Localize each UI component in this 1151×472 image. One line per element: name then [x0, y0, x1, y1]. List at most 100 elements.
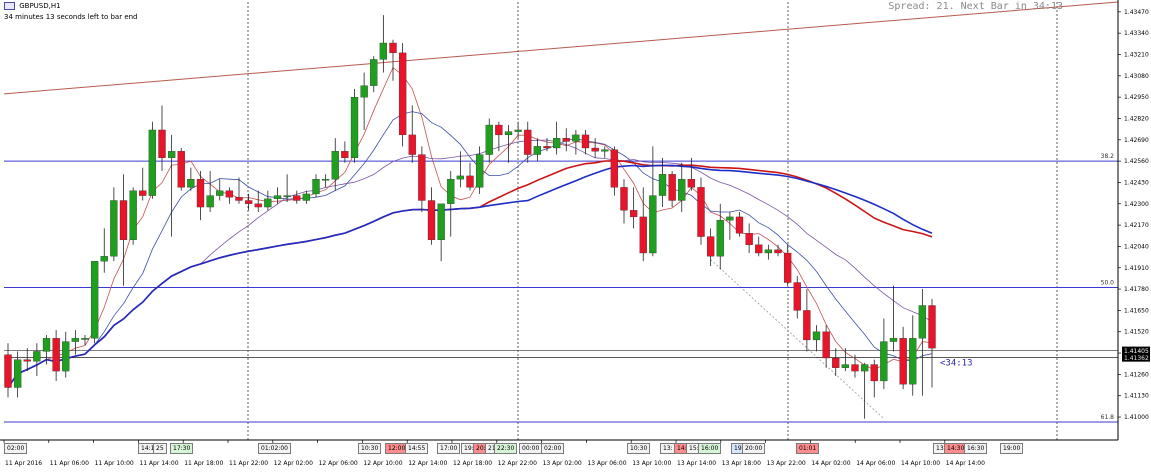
candle-body[interactable]: [321, 179, 330, 181]
candle-body[interactable]: [475, 154, 484, 188]
candle-body[interactable]: [860, 364, 869, 372]
candle-body[interactable]: [889, 338, 898, 342]
candle-body[interactable]: [456, 175, 465, 180]
candle-body[interactable]: [158, 129, 166, 158]
candle-body[interactable]: [52, 338, 60, 372]
candle-body[interactable]: [572, 134, 580, 142]
candle-body[interactable]: [13, 359, 22, 388]
candle-body[interactable]: [427, 200, 436, 241]
candle-body[interactable]: [23, 359, 31, 362]
candle-body[interactable]: [196, 179, 205, 208]
candle-body[interactable]: [90, 261, 99, 339]
candle-body[interactable]: [398, 52, 407, 136]
candle-body[interactable]: [716, 220, 724, 257]
candle-body[interactable]: [909, 338, 917, 385]
candle-body[interactable]: [119, 200, 128, 241]
candle-body[interactable]: [293, 195, 301, 201]
candle-body[interactable]: [793, 282, 801, 311]
candle-body[interactable]: [331, 151, 339, 180]
candle-body[interactable]: [658, 174, 667, 196]
candle-body[interactable]: [668, 174, 676, 201]
candle-body[interactable]: [870, 364, 878, 382]
candle-body[interactable]: [543, 146, 551, 149]
candle-body[interactable]: [524, 129, 532, 155]
candle-body[interactable]: [235, 197, 243, 201]
candle-body[interactable]: [139, 190, 147, 196]
candle-body[interactable]: [177, 151, 185, 188]
candle-body[interactable]: [225, 190, 234, 198]
candle-body[interactable]: [447, 179, 455, 204]
candle-body[interactable]: [187, 179, 195, 188]
candle-body[interactable]: [755, 244, 763, 254]
candle-body[interactable]: [466, 175, 474, 188]
candle-body[interactable]: [880, 341, 888, 382]
candle-body[interactable]: [71, 338, 80, 342]
candle-body[interactable]: [822, 331, 830, 359]
candle-body[interactable]: [514, 129, 522, 132]
candle-body[interactable]: [918, 305, 927, 339]
candle-body[interactable]: [312, 179, 320, 195]
candle-body[interactable]: [370, 59, 378, 86]
candle-body[interactable]: [581, 134, 590, 149]
candle-body[interactable]: [389, 42, 397, 54]
candle-body[interactable]: [533, 146, 542, 155]
candle-body[interactable]: [62, 341, 70, 372]
candle-body[interactable]: [129, 190, 137, 241]
candle-body[interactable]: [206, 195, 214, 208]
candle-body[interactable]: [678, 179, 686, 201]
candle-body[interactable]: [495, 124, 503, 136]
candle-body[interactable]: [783, 252, 792, 283]
candle-body[interactable]: [649, 195, 657, 254]
trendline[interactable]: [3, 1, 1119, 95]
candle-body[interactable]: [264, 198, 272, 208]
candle-body[interactable]: [620, 187, 628, 211]
candle-body[interactable]: [273, 195, 282, 200]
candle-body[interactable]: [610, 149, 619, 188]
candle-body[interactable]: [639, 216, 647, 254]
candle-body[interactable]: [350, 96, 359, 158]
candle-body[interactable]: [244, 200, 253, 204]
candle-body[interactable]: [216, 190, 224, 196]
candle-body[interactable]: [4, 354, 12, 388]
candle-body[interactable]: [803, 310, 811, 341]
candle-body[interactable]: [437, 203, 445, 241]
projection-line[interactable]: [710, 259, 885, 419]
candle-body[interactable]: [148, 129, 157, 196]
candle-body[interactable]: [841, 364, 850, 368]
candle-body[interactable]: [735, 216, 744, 234]
candle-body[interactable]: [42, 338, 51, 352]
candle-body[interactable]: [167, 151, 176, 158]
candle-body[interactable]: [110, 200, 118, 257]
candle-body[interactable]: [408, 134, 416, 155]
candle-body[interactable]: [485, 124, 493, 155]
candle-body[interactable]: [552, 138, 561, 149]
candle-body[interactable]: [928, 305, 936, 349]
candle-body[interactable]: [764, 249, 773, 254]
candle-body[interactable]: [100, 256, 108, 262]
candle-body[interactable]: [360, 85, 368, 98]
candle-body[interactable]: [33, 351, 41, 362]
candle-body[interactable]: [687, 179, 696, 188]
candle-body[interactable]: [562, 138, 570, 142]
candle-body[interactable]: [697, 187, 705, 237]
candle-body[interactable]: [601, 149, 609, 152]
candle-body[interactable]: [706, 236, 715, 257]
candle-body[interactable]: [341, 151, 349, 158]
candle-body[interactable]: [726, 216, 734, 221]
candle-body[interactable]: [379, 42, 388, 60]
candle-body[interactable]: [832, 357, 840, 368]
candle-body[interactable]: [899, 338, 907, 385]
candle-body[interactable]: [504, 131, 513, 136]
candle-body[interactable]: [302, 193, 311, 201]
candle-body[interactable]: [283, 195, 291, 197]
candle-body[interactable]: [851, 364, 859, 372]
candle-body[interactable]: [591, 147, 599, 152]
candle-body[interactable]: [418, 154, 426, 201]
candle-body[interactable]: [774, 249, 782, 254]
candle-body[interactable]: [254, 203, 262, 208]
candle-body[interactable]: [81, 338, 89, 340]
candle-body[interactable]: [629, 210, 638, 218]
candle-body[interactable]: [812, 331, 821, 341]
candle-body[interactable]: [745, 233, 753, 245]
